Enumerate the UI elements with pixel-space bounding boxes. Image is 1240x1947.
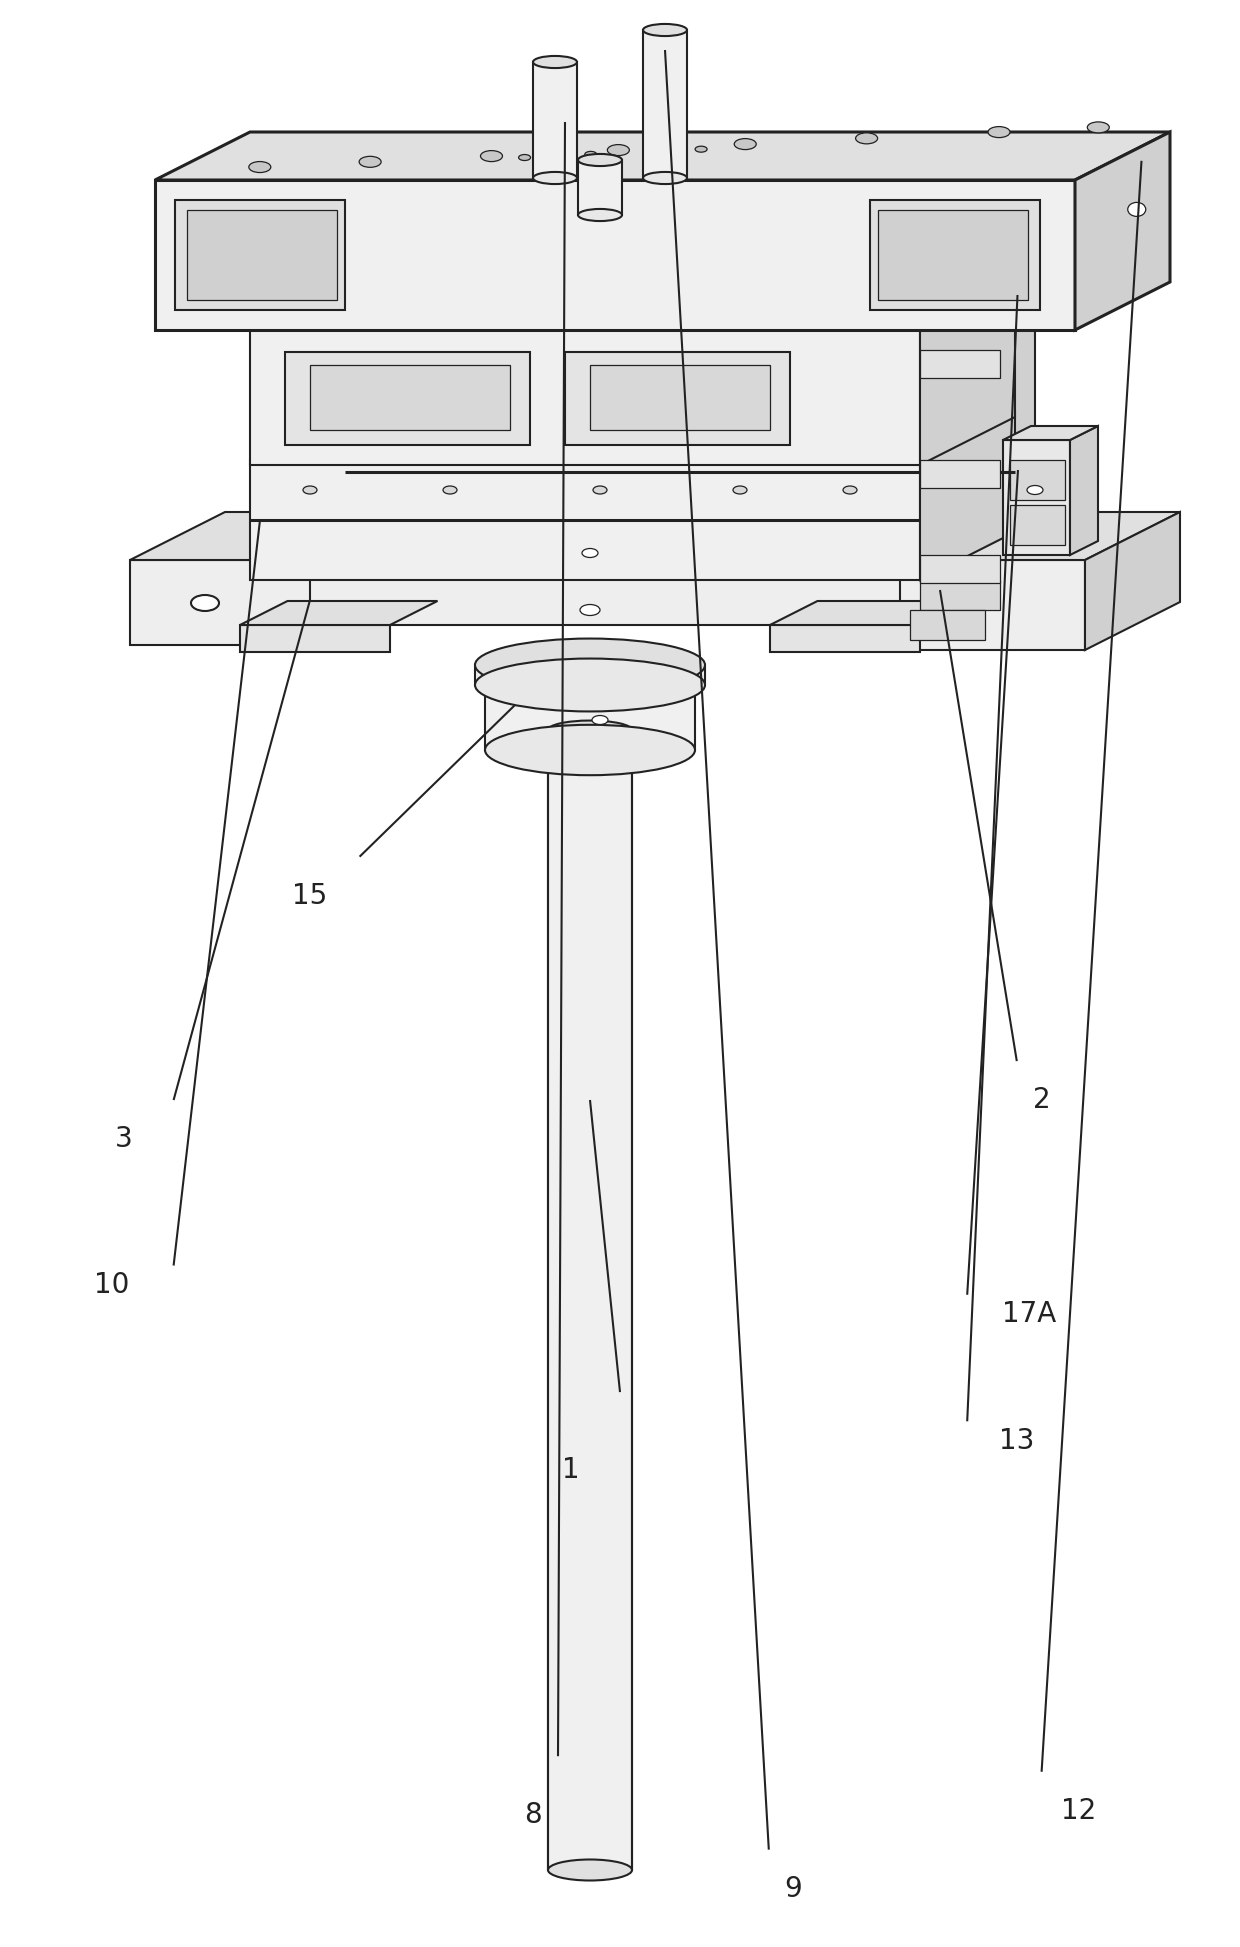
Ellipse shape [1127,202,1146,216]
Polygon shape [187,210,337,300]
Ellipse shape [856,132,878,144]
Ellipse shape [582,549,598,557]
Polygon shape [1011,504,1065,545]
Polygon shape [900,561,1085,650]
Ellipse shape [191,596,219,611]
Polygon shape [250,282,1016,329]
Text: 17A: 17A [1002,1301,1056,1328]
Polygon shape [999,197,1035,641]
Polygon shape [533,62,577,177]
Ellipse shape [734,138,756,150]
Polygon shape [241,528,1016,574]
Polygon shape [1085,512,1180,650]
Ellipse shape [843,487,857,495]
Ellipse shape [303,487,317,495]
Polygon shape [548,759,632,1869]
Polygon shape [475,666,706,685]
Polygon shape [241,574,920,625]
Ellipse shape [988,127,1011,138]
Polygon shape [1003,426,1097,440]
Ellipse shape [578,208,622,222]
Polygon shape [250,329,920,465]
Ellipse shape [249,162,270,173]
Polygon shape [241,625,391,652]
Polygon shape [578,160,622,214]
Ellipse shape [485,660,694,711]
Polygon shape [920,413,1016,580]
Ellipse shape [360,156,381,167]
Ellipse shape [548,750,632,771]
Polygon shape [310,364,510,430]
Polygon shape [644,29,687,177]
Text: 8: 8 [525,1801,542,1828]
Ellipse shape [533,171,577,185]
Ellipse shape [591,715,608,724]
Polygon shape [920,528,1016,625]
Text: 1: 1 [562,1456,579,1484]
Ellipse shape [548,1859,632,1881]
Polygon shape [285,352,529,446]
Text: 13: 13 [999,1427,1034,1454]
Polygon shape [1003,440,1070,555]
Polygon shape [130,561,310,644]
Polygon shape [900,512,1180,561]
Ellipse shape [585,152,596,158]
Polygon shape [175,201,345,310]
Polygon shape [920,350,999,378]
Polygon shape [241,602,438,625]
Ellipse shape [644,171,687,185]
Polygon shape [770,625,920,652]
Text: 3: 3 [115,1125,133,1153]
Polygon shape [910,609,985,641]
Polygon shape [565,352,790,446]
Ellipse shape [578,154,622,165]
Text: 15: 15 [293,882,327,909]
Polygon shape [770,602,967,625]
Text: 9: 9 [785,1875,802,1902]
Polygon shape [485,685,694,750]
Ellipse shape [548,720,632,740]
Text: 2: 2 [1033,1086,1050,1114]
Polygon shape [920,580,999,609]
Polygon shape [250,413,1016,459]
Ellipse shape [1087,123,1110,132]
Ellipse shape [480,150,502,162]
Ellipse shape [644,23,687,37]
Ellipse shape [518,154,531,160]
Ellipse shape [443,487,458,495]
Ellipse shape [593,487,608,495]
Polygon shape [1075,132,1171,329]
Polygon shape [920,459,999,489]
Polygon shape [155,132,1171,179]
Polygon shape [250,459,920,580]
Ellipse shape [485,724,694,775]
Ellipse shape [475,658,706,711]
Polygon shape [130,512,405,561]
Polygon shape [920,555,999,582]
Text: 10: 10 [94,1271,129,1299]
Polygon shape [548,730,632,759]
Polygon shape [155,179,1075,329]
Polygon shape [940,214,999,641]
Ellipse shape [733,487,746,495]
Polygon shape [878,210,1028,300]
Text: 12: 12 [1061,1797,1096,1824]
Polygon shape [1011,459,1065,500]
Ellipse shape [608,144,630,156]
Ellipse shape [696,146,707,152]
Polygon shape [590,364,770,430]
Polygon shape [1070,426,1097,555]
Ellipse shape [580,604,600,615]
Ellipse shape [533,56,577,68]
Polygon shape [940,197,1035,214]
Polygon shape [870,201,1040,310]
Ellipse shape [1027,485,1043,495]
Polygon shape [920,282,1016,465]
Ellipse shape [475,639,706,691]
